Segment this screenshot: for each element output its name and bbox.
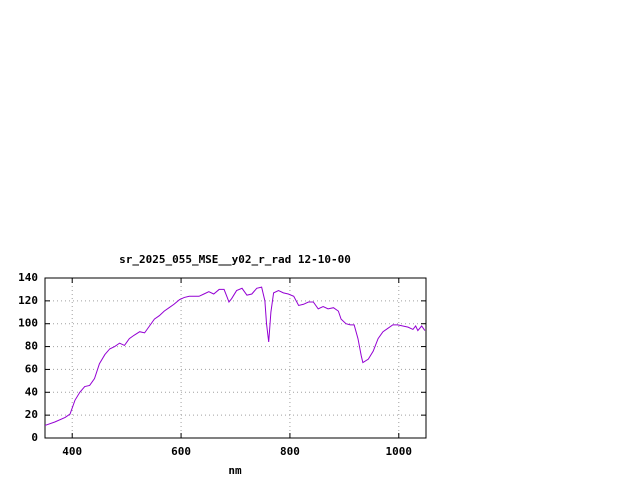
y-tick-label: 20	[25, 408, 38, 421]
chart-title: sr_2025_055_MSE__y02_r_rad 12-10-00	[119, 253, 351, 266]
x-tick-label: 400	[62, 445, 82, 458]
x-axis-label: nm	[228, 464, 242, 477]
data-line	[44, 286, 426, 426]
y-tick-label: 40	[25, 385, 38, 398]
x-tick-label: 600	[171, 445, 191, 458]
x-tick-label: 1000	[386, 445, 413, 458]
y-tick-label: 120	[18, 294, 38, 307]
y-tick-label: 80	[25, 340, 38, 353]
x-tick-label: 800	[280, 445, 300, 458]
y-tick-label: 140	[18, 271, 38, 284]
y-tick-label: 60	[25, 362, 38, 375]
y-tick-label: 0	[31, 431, 38, 444]
plot-frame	[44, 277, 427, 439]
y-tick-label: 100	[18, 317, 38, 330]
